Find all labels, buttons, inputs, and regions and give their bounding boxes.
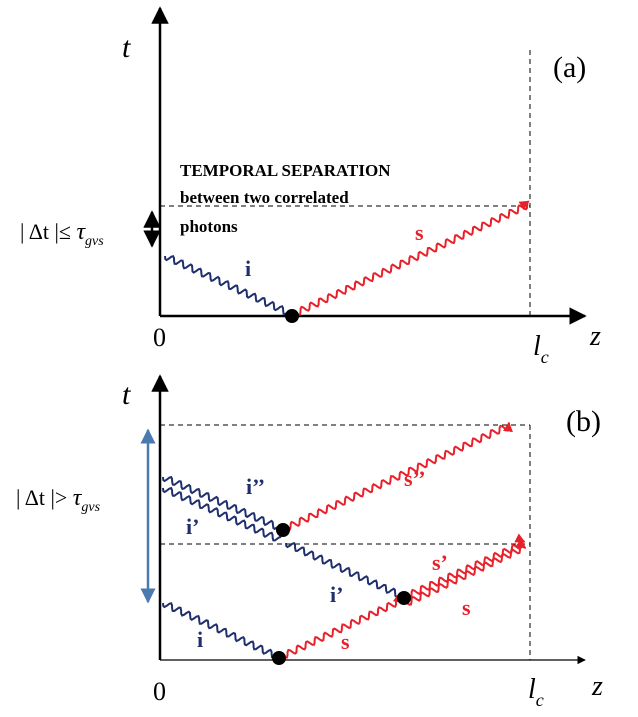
panel-a-t-label: t	[122, 31, 131, 64]
panel-a-z-label: z	[589, 321, 601, 352]
panel-b-idler-wave-1	[162, 602, 277, 660]
panel-b: t (b) | Δt |> τgvs i i’ i’’ i’ s s s’ s’…	[16, 374, 603, 710]
panel-b-signal-wave-3	[406, 538, 527, 606]
panel-a-emission-point	[285, 309, 299, 323]
panel-a-lc-label: lc	[533, 331, 549, 367]
panel-a-idler-label: i	[245, 256, 251, 281]
panel-b-signal-label-2: s	[462, 595, 471, 620]
panel-b-t-label: t	[122, 378, 131, 411]
panel-b-signal-wave-2	[406, 533, 526, 599]
panel-b-idler-label-3: i’’	[246, 474, 265, 499]
panel-b-emission-point-1	[272, 651, 286, 665]
panel-b-condition: | Δt |> τgvs	[16, 485, 101, 515]
panel-a-idler-wave	[164, 254, 291, 316]
panel-b-signal-label-4: s’’	[404, 466, 426, 491]
panel-b-idler-wave-3	[162, 486, 282, 542]
panel-b-lc-label: lc	[528, 674, 544, 710]
panel-b-idler-label-2: i’	[186, 514, 199, 539]
panel-a-signal-wave	[295, 200, 530, 316]
panel-a: t (a) TEMPORAL SEPARATION between two co…	[20, 6, 601, 367]
panel-a-title-line2: between two correlated	[180, 188, 349, 207]
panel-b-panel-label: (b)	[566, 405, 601, 438]
panel-b-signal-wave-1	[282, 593, 404, 659]
panel-b-signal-wave-4	[285, 421, 513, 531]
panel-b-idler-label-1: i	[197, 627, 203, 652]
panel-b-idler-wave-4	[285, 541, 404, 599]
panel-a-signal-label: s	[415, 220, 424, 245]
panel-b-z-label: z	[591, 671, 603, 702]
panel-a-title-line1: TEMPORAL SEPARATION	[180, 161, 391, 180]
panel-a-origin-label: 0	[153, 323, 166, 352]
panel-b-signal-label-1: s	[341, 629, 350, 654]
panel-b-emission-point-2	[397, 591, 411, 605]
panel-b-emission-point-3	[276, 523, 290, 537]
panel-b-idler-label-4: i’	[330, 582, 343, 607]
panel-b-idler-wave-2	[162, 475, 282, 531]
panel-a-title-line3: photons	[180, 217, 238, 236]
panel-b-signal-label-3: s’	[432, 550, 448, 575]
panel-b-origin-label: 0	[153, 677, 166, 706]
panel-a-panel-label: (a)	[553, 51, 586, 84]
panel-a-condition: | Δt |≤ τgvs	[20, 219, 104, 249]
